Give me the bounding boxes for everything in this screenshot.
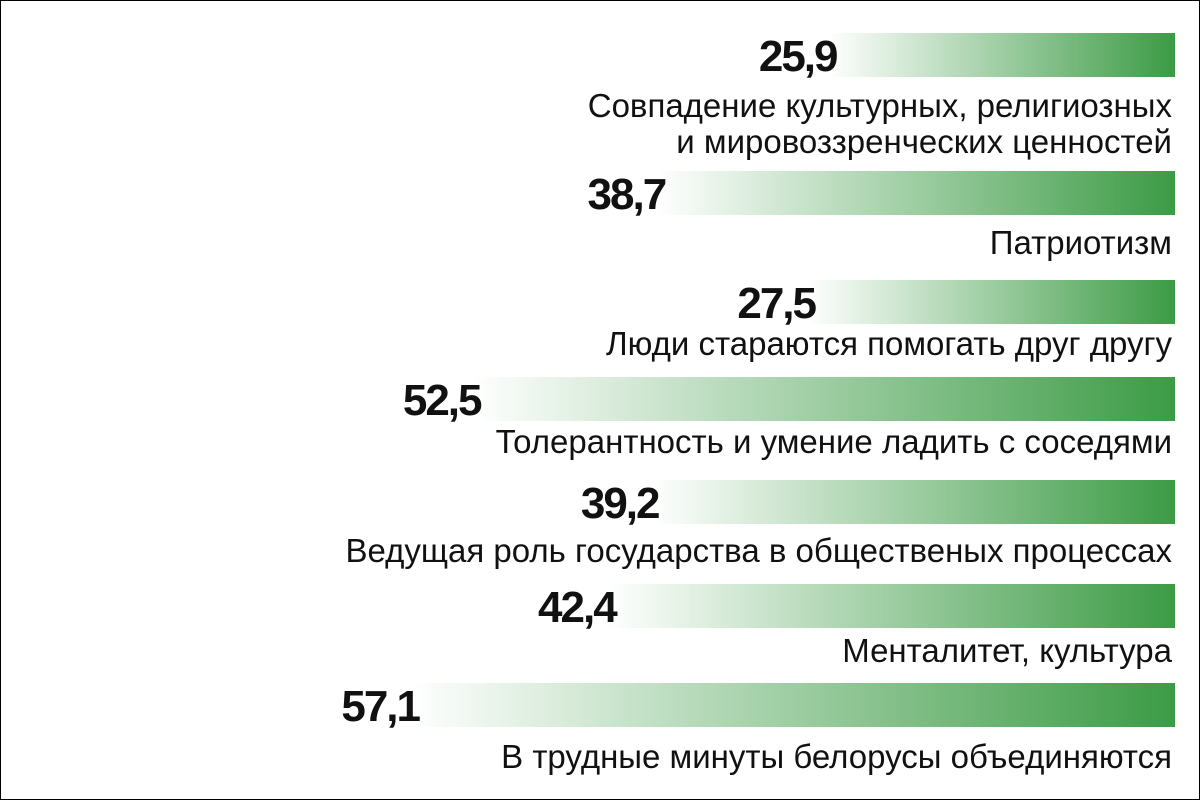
bar-5 bbox=[650, 480, 1175, 524]
value-label-6: 42,4 bbox=[538, 583, 618, 632]
labels-layer: 25,9 Совпадение культурных, религиозныхи … bbox=[341, 32, 1172, 775]
category-label-1-line-2: и мировоззренческих ценностей bbox=[676, 123, 1172, 160]
bar-6 bbox=[607, 584, 1175, 628]
category-label-4: Толерантность и умение ладить с соседями bbox=[496, 423, 1172, 460]
bar-7 bbox=[411, 683, 1175, 727]
category-label-1-line-1: Совпадение культурных, религиозных bbox=[588, 87, 1173, 124]
bars-layer bbox=[411, 33, 1175, 727]
bar-4 bbox=[472, 377, 1175, 421]
value-label-7: 57,1 bbox=[341, 682, 420, 731]
category-label-5: Ведущая роль государства в общественых п… bbox=[346, 532, 1173, 569]
category-label-3: Люди стараются помогать друг другу bbox=[606, 325, 1173, 362]
value-label-5: 39,2 bbox=[581, 479, 659, 528]
category-label-7: В трудные минуты белорусы объединяются bbox=[501, 738, 1172, 775]
bar-2 bbox=[657, 171, 1175, 215]
bar-3 bbox=[807, 280, 1175, 324]
value-label-2: 38,7 bbox=[588, 170, 666, 219]
category-label-2: Патриотизм bbox=[990, 224, 1172, 261]
value-label-3: 27,5 bbox=[737, 279, 816, 328]
value-label-4: 52,5 bbox=[403, 376, 482, 425]
category-label-6: Менталитет, культура bbox=[842, 632, 1172, 669]
value-label-1: 25,9 bbox=[759, 32, 837, 81]
bar-1 bbox=[828, 33, 1175, 77]
